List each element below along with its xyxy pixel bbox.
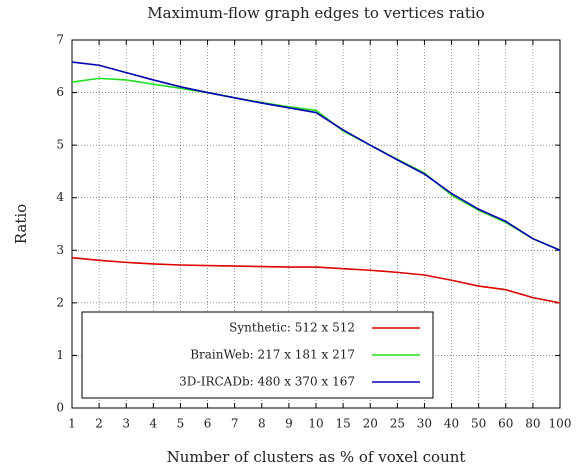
y-tick-label: 3 bbox=[56, 243, 64, 257]
legend-label: Synthetic: 512 x 512 bbox=[229, 321, 355, 335]
y-axis-label: Ratio bbox=[12, 204, 30, 244]
x-tick-label: 30 bbox=[417, 417, 432, 431]
x-tick-label: 15 bbox=[335, 417, 350, 431]
x-tick-label: 5 bbox=[177, 417, 185, 431]
x-tick-label: 8 bbox=[258, 417, 266, 431]
x-tick-label: 6 bbox=[204, 417, 212, 431]
x-tick-label: 10 bbox=[308, 417, 323, 431]
chart-title: Maximum-flow graph edges to vertices rat… bbox=[147, 4, 484, 22]
y-tick-label: 7 bbox=[56, 33, 64, 47]
data-line bbox=[71, 61, 561, 252]
x-tick-label: 20 bbox=[363, 417, 378, 431]
x-tick-label: 100 bbox=[549, 417, 572, 431]
y-tick-label: 6 bbox=[56, 85, 64, 99]
x-tick-label: 80 bbox=[525, 417, 540, 431]
y-tick-label: 1 bbox=[56, 348, 64, 362]
x-tick-label: 3 bbox=[122, 417, 130, 431]
y-tick-label: 2 bbox=[56, 295, 64, 309]
legend-label: 3D-IRCADb: 480 x 370 x 167 bbox=[179, 375, 355, 389]
x-tick-label: 2 bbox=[95, 417, 103, 431]
x-axis-label: Number of clusters as % of voxel count bbox=[167, 448, 466, 466]
y-tick-label: 5 bbox=[56, 138, 64, 152]
data-line bbox=[71, 77, 561, 252]
x-tick-label: 25 bbox=[390, 417, 405, 431]
x-tick-label: 1 bbox=[68, 417, 76, 431]
y-tick-label: 4 bbox=[56, 190, 64, 204]
x-tick-label: 60 bbox=[498, 417, 513, 431]
x-tick-label: 9 bbox=[285, 417, 293, 431]
x-tick-label: 40 bbox=[444, 417, 459, 431]
x-tick-label: 50 bbox=[471, 417, 486, 431]
data-line bbox=[71, 256, 561, 304]
y-tick-label: 0 bbox=[56, 401, 64, 415]
legend-label: BrainWeb: 217 x 181 x 217 bbox=[190, 348, 355, 362]
x-tick-label: 7 bbox=[231, 417, 239, 431]
x-tick-label: 4 bbox=[150, 417, 158, 431]
plot-frame bbox=[71, 39, 561, 409]
